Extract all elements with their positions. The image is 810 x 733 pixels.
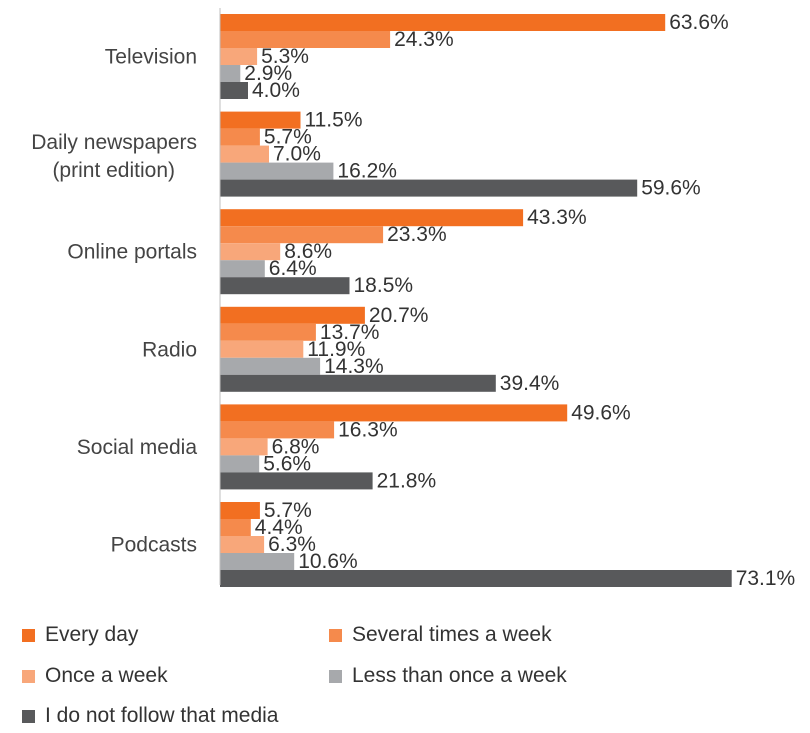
value-label-daily-newspapers-print-edition-less-than-once-a-week: 16.2% xyxy=(337,160,397,183)
category-label-social-media: Social media xyxy=(77,436,198,459)
bar-daily-newspapers-print-edition-less-than-once-a-week xyxy=(220,162,334,180)
value-label-daily-newspapers-print-edition-several-times-a-week: 5.7% xyxy=(264,126,312,149)
value-label-podcasts-less-than-once-a-week: 10.6% xyxy=(298,550,358,573)
bar-daily-newspapers-print-edition-once-a-week xyxy=(220,145,269,163)
bar-television-every-day xyxy=(220,14,666,31)
value-label-television-every-day: 63.6% xyxy=(669,11,729,34)
bar-online-portals-less-than-once-a-week xyxy=(220,260,265,278)
value-label-online-portals-several-times-a-week: 23.3% xyxy=(387,223,447,246)
bar-television-less-than-once-a-week xyxy=(220,65,241,82)
bar-podcasts-several-times-a-week xyxy=(220,519,251,536)
value-label-podcasts-several-times-a-week: 4.4% xyxy=(255,516,303,539)
bar-daily-newspapers-print-edition-i-do-not-follow-that-media xyxy=(220,179,638,197)
value-label-radio-once-a-week: 11.9% xyxy=(307,338,365,361)
bar-radio-i-do-not-follow-that-media xyxy=(220,374,496,392)
bar-podcasts-less-than-once-a-week xyxy=(220,553,295,570)
value-label-television-several-times-a-week: 24.3% xyxy=(394,28,454,51)
bar-social-media-less-than-once-a-week xyxy=(220,455,260,473)
bar-radio-every-day xyxy=(220,306,365,324)
value-label-social-media-several-times-a-week: 16.3% xyxy=(338,418,398,441)
category-label-online-portals: Online portals xyxy=(67,241,197,264)
bar-radio-once-a-week xyxy=(220,340,304,358)
bar-television-i-do-not-follow-that-media xyxy=(220,82,248,99)
bars-layer xyxy=(220,14,732,587)
category-label-television: Television xyxy=(105,46,197,69)
value-label-radio-i-do-not-follow-that-media: 39.4% xyxy=(500,372,560,395)
bar-social-media-once-a-week xyxy=(220,438,268,456)
bar-online-portals-several-times-a-week xyxy=(220,226,384,244)
category-label-radio: Radio xyxy=(142,338,197,361)
value-label-podcasts-i-do-not-follow-that-media: 73.1% xyxy=(736,567,796,590)
value-label-television-once-a-week: 5.3% xyxy=(261,45,309,68)
bar-radio-less-than-once-a-week xyxy=(220,357,321,375)
value-label-television-i-do-not-follow-that-media: 4.0% xyxy=(252,79,300,102)
value-label-social-media-less-than-once-a-week: 5.6% xyxy=(263,452,311,475)
value-label-social-media-every-day: 49.6% xyxy=(571,401,631,424)
category-label-podcasts: Podcasts xyxy=(111,534,197,557)
category-labels-layer: Television Daily newspapers (print edition… xyxy=(31,46,197,557)
bar-social-media-every-day xyxy=(220,404,568,422)
value-label-social-media-i-do-not-follow-that-media: 21.8% xyxy=(377,469,437,492)
bar-online-portals-i-do-not-follow-that-media xyxy=(220,277,350,295)
value-label-radio-several-times-a-week: 13.7% xyxy=(320,321,380,344)
value-label-daily-newspapers-print-edition-every-day: 11.5% xyxy=(305,109,363,132)
value-label-social-media-once-a-week: 6.8% xyxy=(272,435,320,458)
value-label-television-less-than-once-a-week: 2.9% xyxy=(244,62,292,85)
value-label-daily-newspapers-print-edition-once-a-week: 7.0% xyxy=(273,143,321,166)
bar-daily-newspapers-print-edition-several-times-a-week xyxy=(220,128,260,146)
value-label-online-portals-i-do-not-follow-that-media: 18.5% xyxy=(354,274,414,297)
bar-online-portals-once-a-week xyxy=(220,243,281,261)
bar-podcasts-every-day xyxy=(220,502,260,519)
bar-television-once-a-week xyxy=(220,48,258,65)
bar-online-portals-every-day xyxy=(220,209,524,227)
value-label-podcasts-once-a-week: 6.3% xyxy=(268,533,316,556)
bar-radio-several-times-a-week xyxy=(220,323,316,341)
bar-social-media-several-times-a-week xyxy=(220,421,335,439)
value-label-radio-every-day: 20.7% xyxy=(369,304,429,327)
value-label-online-portals-every-day: 43.3% xyxy=(527,206,587,229)
bar-podcasts-i-do-not-follow-that-media xyxy=(220,570,732,587)
value-label-daily-newspapers-print-edition-i-do-not-follow-that-media: 59.6% xyxy=(641,177,701,200)
bar-social-media-i-do-not-follow-that-media xyxy=(220,472,373,490)
value-label-online-portals-once-a-week: 8.6% xyxy=(284,240,332,263)
value-label-online-portals-less-than-once-a-week: 6.4% xyxy=(269,257,317,280)
bar-daily-newspapers-print-edition-every-day xyxy=(220,111,301,129)
category-label-daily-newspapers-print-edition: Daily newspapers (print edition) xyxy=(31,131,197,182)
value-label-podcasts-every-day: 5.7% xyxy=(264,499,312,522)
bar-television-several-times-a-week xyxy=(220,31,391,48)
value-labels-layer: 63.6%24.3%5.3%2.9%4.0%11.5%5.7%7.0%16.2%… xyxy=(244,11,795,590)
value-label-radio-less-than-once-a-week: 14.3% xyxy=(324,355,384,378)
bar-podcasts-once-a-week xyxy=(220,536,265,553)
